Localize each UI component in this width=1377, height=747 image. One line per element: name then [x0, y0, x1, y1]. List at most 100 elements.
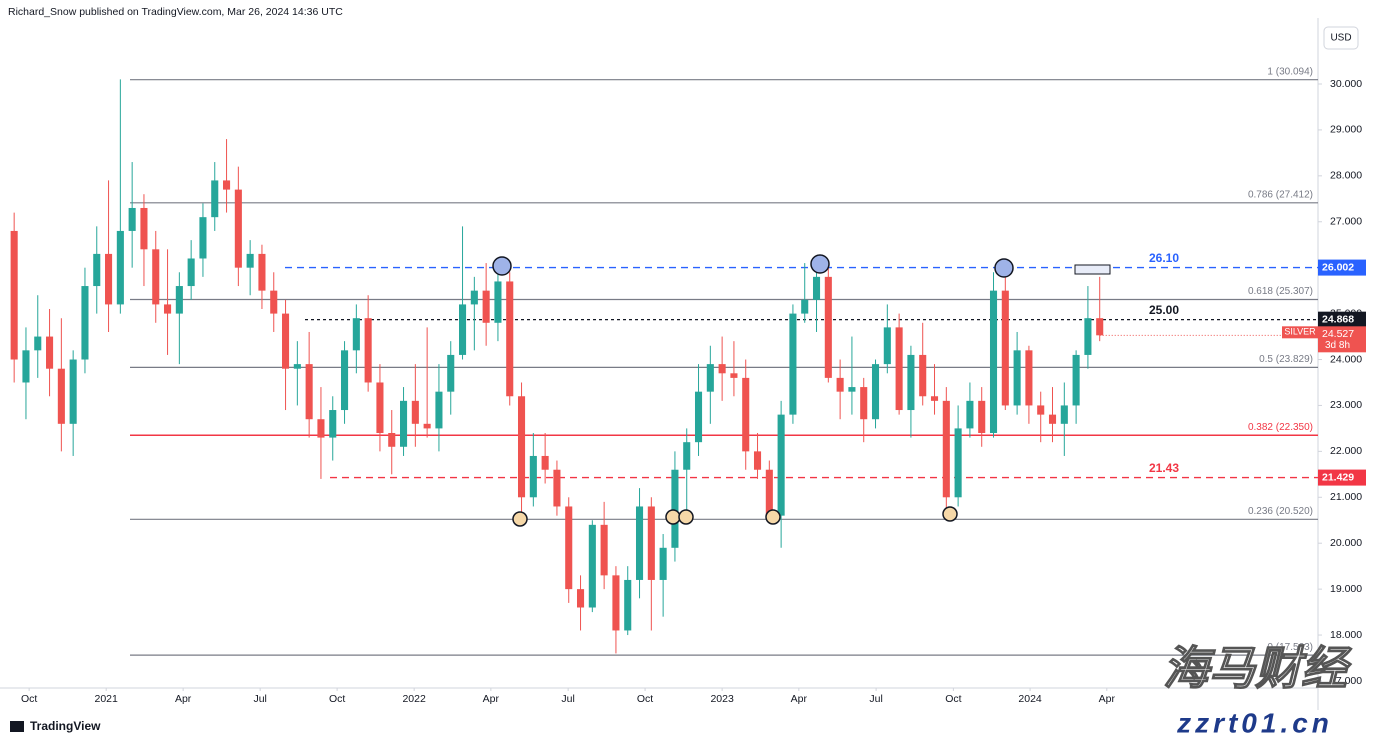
symbol-label: SILVER [1284, 327, 1316, 337]
level-text: 21.43 [1149, 461, 1179, 475]
candle-body [824, 276, 832, 378]
candle-body [376, 382, 384, 433]
candle-body [199, 217, 207, 259]
top-marker [994, 258, 1014, 278]
candle-body [1096, 318, 1104, 336]
fib-label: 1 (30.094) [1267, 66, 1313, 77]
candle-body [506, 281, 514, 397]
currency-button[interactable] [1323, 26, 1359, 50]
last-price-label: 24.527 [1322, 328, 1354, 340]
x-tick-label: 2021 [95, 693, 119, 705]
candle-body [989, 290, 998, 433]
candle-body [765, 469, 773, 516]
candle-body [978, 400, 986, 433]
level-text: 26.10 [1149, 251, 1179, 265]
candle-body [435, 391, 443, 429]
candle-body [81, 286, 89, 360]
y-tick-label: 22.000 [1330, 445, 1362, 457]
x-tick-label: 2023 [710, 693, 734, 705]
candle-body [341, 350, 349, 411]
last-price-box [1318, 326, 1366, 353]
candle-body [777, 414, 785, 516]
y-tick-label: 20.000 [1330, 537, 1362, 549]
candle-body [600, 524, 608, 576]
annotations [492, 254, 1111, 527]
price-box-label: 26.002 [1322, 261, 1354, 273]
y-tick-label: 30.000 [1330, 78, 1362, 90]
candle-body [1037, 405, 1045, 415]
low-marker [765, 509, 781, 525]
candle-body [907, 354, 915, 411]
candle-body [588, 524, 596, 608]
level-text: 25.00 [1149, 303, 1179, 317]
candle-body [57, 368, 65, 424]
candle-body [282, 313, 290, 369]
x-tick-label: Oct [329, 693, 345, 705]
byline: Richard_Snow published on TradingView.co… [8, 6, 343, 18]
x-tick-label: Oct [945, 693, 961, 705]
candle-body [612, 575, 620, 631]
y-tick-label: 23.000 [1330, 399, 1362, 411]
candle-body [128, 207, 136, 231]
candle-body [22, 350, 30, 383]
candle-body [458, 304, 467, 355]
x-tick-label: Apr [175, 693, 192, 705]
x-tick-label: Apr [1099, 693, 1116, 705]
brand-logo [10, 721, 24, 732]
price-box [1318, 469, 1366, 486]
candle-body [411, 400, 419, 424]
x-tick-label: Oct [21, 693, 37, 705]
candle-body [1072, 354, 1080, 406]
brand: TradingView [30, 719, 101, 733]
candle-body [1084, 318, 1092, 355]
y-tick-label: 17.000 [1330, 675, 1362, 687]
candle-body [364, 318, 372, 383]
candle-body [624, 579, 632, 631]
candle-body [329, 410, 337, 438]
candle-body [942, 400, 950, 498]
countdown-label: 3d 8h [1325, 340, 1350, 351]
price-box-label: 21.429 [1322, 471, 1354, 483]
candle-body [1048, 414, 1057, 424]
x-tick-label: Jul [869, 693, 882, 705]
candle-body [1001, 290, 1009, 406]
watermark: zzrt01.cn [1176, 707, 1333, 738]
x-tick-label: Apr [483, 693, 500, 705]
candle-body [706, 364, 714, 392]
y-tick-label: 24.000 [1330, 353, 1362, 365]
x-tick-label: Apr [791, 693, 808, 705]
candle-body [1013, 350, 1021, 406]
candle-body [883, 327, 891, 365]
candle-body [187, 258, 195, 287]
candle-body [789, 313, 797, 415]
top-marker [492, 256, 512, 276]
y-tick-label: 27.000 [1330, 216, 1362, 228]
fib-label: 0.5 (23.829) [1259, 354, 1313, 365]
candle-body [930, 396, 939, 401]
candle-body [494, 281, 502, 323]
fib-label: 0 (17.563) [1267, 642, 1313, 653]
candle-body [647, 506, 655, 580]
candle-body [812, 276, 821, 300]
candle-body [683, 442, 691, 470]
candle-body [211, 180, 219, 218]
low-marker [665, 509, 681, 525]
candle-body [753, 451, 762, 470]
candle-body [317, 419, 325, 438]
y-tick-label: 19.000 [1330, 583, 1362, 595]
candle-body [69, 359, 77, 424]
y-tick-label: 21.000 [1330, 491, 1362, 503]
candle-body [836, 377, 844, 392]
x-tick-label: Jul [253, 693, 266, 705]
candle-body [871, 364, 880, 420]
y-tick-label: 29.000 [1330, 124, 1362, 136]
candle-body [164, 304, 172, 314]
price-box [1318, 259, 1366, 276]
candle-body [730, 373, 738, 378]
candle-body [671, 469, 679, 548]
candle-body [140, 207, 148, 250]
candle-body [860, 387, 868, 420]
x-tick-label: 2024 [1018, 693, 1042, 705]
candle-body [270, 290, 278, 314]
